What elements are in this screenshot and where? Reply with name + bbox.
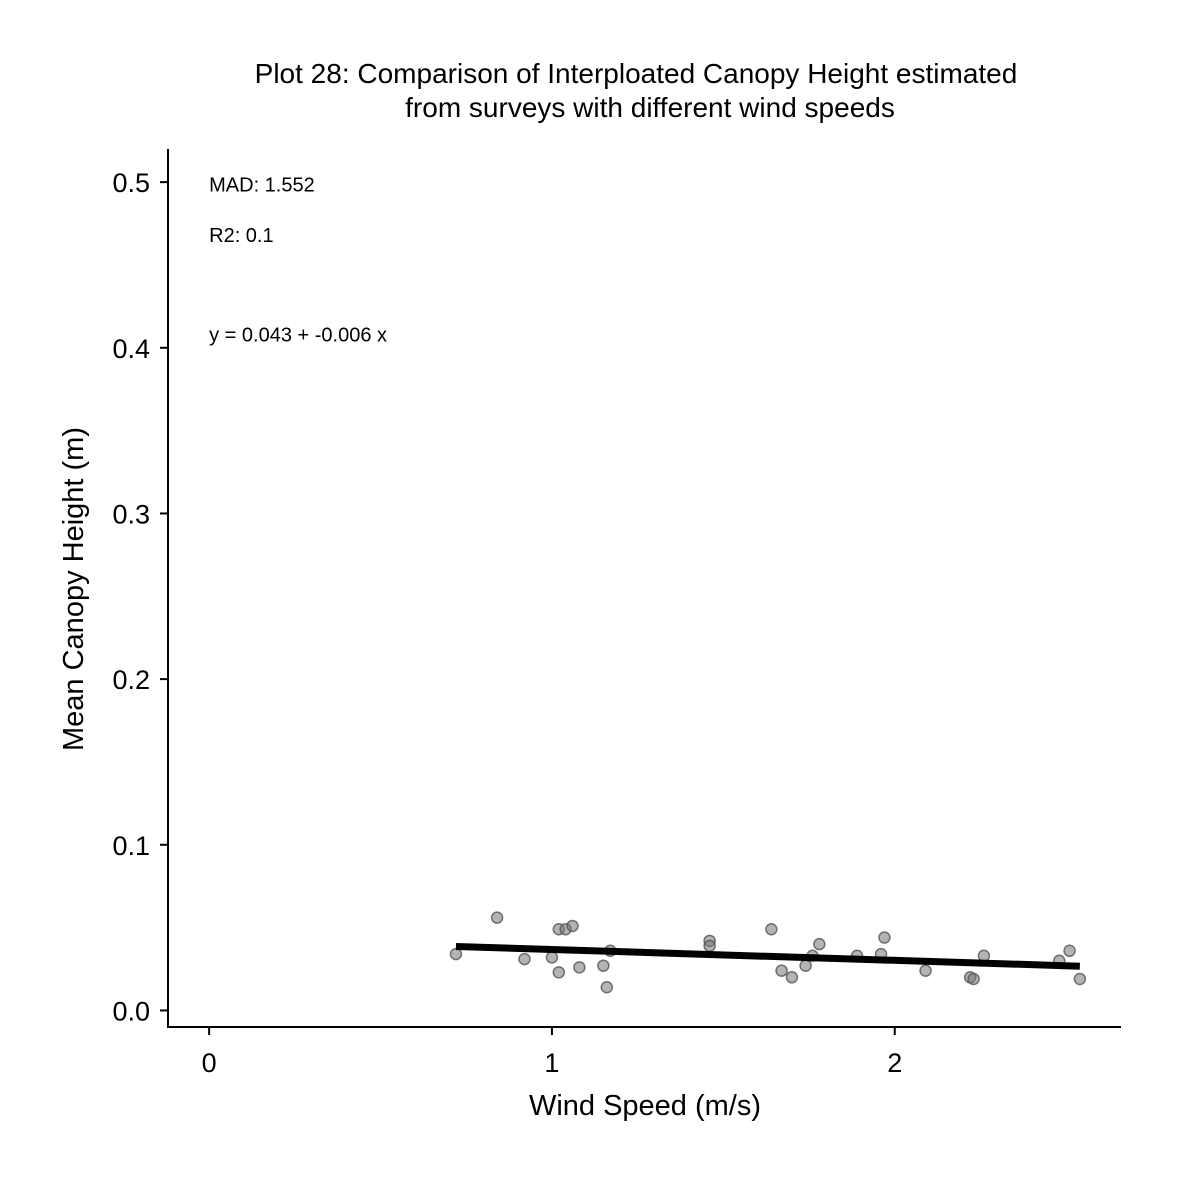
axes [167,149,1121,1028]
scatter-point [799,959,812,972]
scatter-point [1073,972,1087,986]
y-tick-label: 0.1 [112,831,150,861]
x-tick-label: 0 [202,1048,217,1078]
y-tick-label: 0.4 [112,334,150,364]
chart-title-line-1: Plot 28: Comparison of Interploated Cano… [255,58,1018,89]
scatter-point [597,959,610,972]
fit-line-group [455,942,1080,970]
annotations: MAD: 1.552 R2: 0.1 y = 0.043 + -0.006 x [209,175,387,347]
y-axis-title: Mean Canopy Height (m) [58,427,90,751]
scatter-point [600,980,614,994]
x-tick-label: 1 [544,1048,559,1078]
scatter-point [785,971,799,984]
annotation-text: MAD: 1.552 [209,175,315,197]
y-tick-label: 0.5 [112,168,150,198]
chart-title: Plot 28: Comparison of Interploated Cano… [255,58,1018,123]
ticks: 0.0 0.1 0.2 0.3 0.4 0.5 0 1 2 [112,168,902,1078]
scatter-point [573,961,586,974]
y-tick-label: 0.3 [112,499,150,529]
chart-title-line-2: from surveys with different wind speeds [405,92,895,123]
scatter-point [545,951,559,964]
scatter-point [813,937,826,951]
scatter-point [1063,944,1076,958]
scatter-point [518,952,531,966]
y-tick-label: 0.2 [112,665,150,695]
annotation-text: R2: 0.1 [209,225,273,247]
scatter-point [775,964,788,977]
scatter-point [552,966,566,979]
annotation-text: y = 0.043 + -0.006 x [209,325,387,347]
scatter-point [967,972,980,986]
scatter-points [449,911,1087,994]
scatter-point [490,911,504,924]
scatter-point [878,931,891,944]
scatter-point [566,919,579,933]
scatter-point [703,939,716,953]
x-axis-title: Wind Speed (m/s) [529,1090,761,1122]
regression-line [455,942,1080,970]
scatter-point [449,947,463,961]
scatter-point [765,923,778,936]
y-tick-label: 0.0 [112,996,150,1026]
x-tick-label: 2 [887,1048,902,1078]
scatter-point [919,964,932,977]
